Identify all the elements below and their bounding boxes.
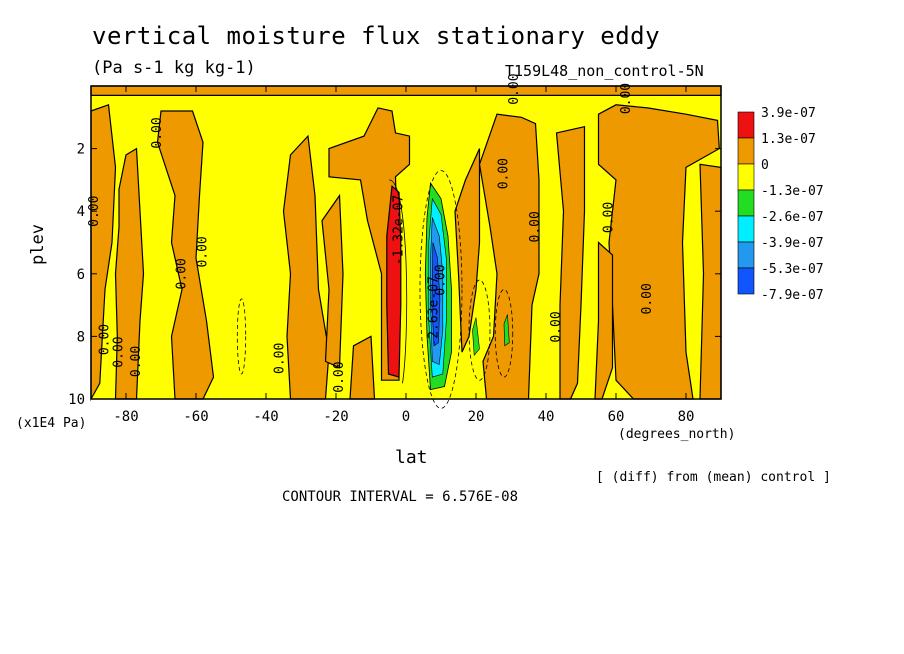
- chart-title: vertical moisture flux stationary eddy: [92, 22, 661, 50]
- x-tick-label: 60: [608, 409, 625, 425]
- positive-flux-region-7: [349, 335, 376, 400]
- x-tick-label: 0: [402, 409, 410, 425]
- negative-contour-ring-4: [236, 298, 247, 375]
- x-tick-label: 80: [678, 409, 695, 425]
- negative-contour-ring-2: [468, 279, 491, 381]
- contour-labels: 0.000.000.00 0.00 0.000.000.000.000.00-1.3…: [87, 73, 655, 392]
- diff-note: [ (diff) from (mean) control ]: [596, 470, 831, 485]
- contour-label: 0.00: [112, 336, 127, 367]
- contour-label: 0.00: [434, 264, 449, 295]
- contour-label: -1.32e-07: [392, 195, 407, 265]
- contour-label: 0.00: [640, 283, 655, 314]
- run-label: T159L48_non_control-5N: [505, 62, 704, 80]
- contour-label: 0.00: [602, 202, 617, 233]
- contour-label: 0.00: [273, 343, 288, 374]
- contour-label: -2.63e-07: [427, 276, 442, 346]
- positive-flux-region-13: [699, 163, 722, 400]
- contour-interval: CONTOUR INTERVAL = 6.576E-08: [282, 489, 519, 505]
- x-tick-label: 20: [468, 409, 485, 425]
- contour-label: 0.00: [507, 73, 522, 104]
- legend-label: -5.3e-07: [761, 262, 824, 277]
- legend-swatch: [737, 111, 755, 139]
- contour-label: 0.00: [332, 361, 347, 392]
- y-tick-label: 2: [77, 142, 85, 158]
- legend-label: -2.6e-07: [761, 210, 824, 225]
- positive-contour-ring: [389, 179, 408, 384]
- legend-label: -1.3e-07: [761, 184, 824, 199]
- legend-label: -3.9e-07: [761, 236, 824, 251]
- legend-swatch: [737, 215, 755, 243]
- y-tick-label: 4: [77, 204, 85, 220]
- contour-label: 0.00: [619, 83, 634, 114]
- x-tick-label: -40: [253, 409, 278, 425]
- negative-contour-ring-1: [419, 170, 463, 409]
- contour-label: 0.00: [528, 211, 543, 242]
- flux-maximum-cell: [386, 184, 402, 378]
- positive-flux-region-2: [114, 147, 145, 400]
- positive-flux-region-11: [597, 104, 720, 400]
- x-tick-label: 40: [538, 409, 555, 425]
- x-axis-label: lat: [395, 447, 428, 468]
- x-axis-unit: (degrees_north): [618, 427, 736, 442]
- contour-label: 0.00: [196, 236, 211, 267]
- legend-swatch: [737, 267, 755, 295]
- legend-swatch: [737, 137, 755, 165]
- negative-flux-spot-1: [472, 317, 480, 356]
- negative-contour-ring-3: [494, 289, 514, 378]
- x-tick-label: -80: [113, 409, 138, 425]
- legend-label: 0: [761, 158, 769, 173]
- legend-label: 3.9e-07: [761, 106, 816, 121]
- positive-flux-region-8: [454, 148, 481, 353]
- legend-label: -7.9e-07: [761, 288, 824, 303]
- contour-label: 0.00: [497, 158, 512, 189]
- contour-label: 0.00: [549, 311, 564, 342]
- legend-label: 1.3e-07: [761, 132, 816, 147]
- contour-label: 0.00: [150, 117, 165, 148]
- y-tick-label: 8: [77, 329, 85, 345]
- y-tick-label: 6: [77, 267, 85, 283]
- positive-flux-region-10: [555, 125, 586, 400]
- x-tick-label: -20: [323, 409, 348, 425]
- contour-label: 0.00: [175, 258, 190, 289]
- flux-minimum-cell: [431, 242, 441, 347]
- positive-flux-region-5: [321, 193, 344, 369]
- y-axis-unit: (x1E4 Pa): [16, 416, 87, 431]
- y-tick-label: 10: [68, 392, 85, 408]
- legend-swatch: [737, 189, 755, 217]
- x-tick-label: -60: [183, 409, 208, 425]
- positive-flux-region-1: [90, 103, 117, 402]
- positive-flux-region-9: [478, 113, 540, 400]
- legend-swatch: [737, 163, 755, 191]
- chart-units: (Pa s-1 kg kg-1): [92, 58, 256, 78]
- contour-label: 0.00: [129, 346, 144, 377]
- negative-flux-spot-2: [503, 314, 510, 347]
- legend-swatch: [737, 241, 755, 269]
- contour-label: 0.00: [98, 324, 113, 355]
